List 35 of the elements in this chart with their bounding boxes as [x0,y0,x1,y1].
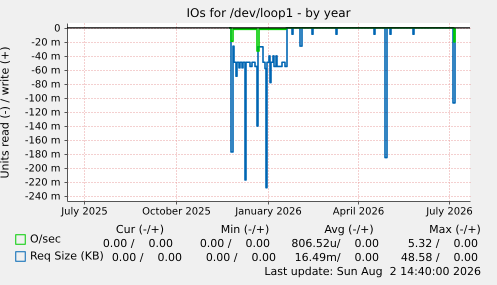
y-tick-label: -60 m [31,65,60,76]
text: 48.58 / 0.00 [400,251,478,264]
text: Min (-/+) [220,223,270,236]
y-tick-label: -200 m [24,164,60,175]
y-tick-label: 0 [54,23,60,34]
y-tick-label: -20 m [31,37,60,48]
text: Last update: Sun Aug 2 14:40:00 2026 [264,265,481,278]
y-tick-label: -100 m [24,93,60,104]
text: 0.00 / 0.00 [206,251,276,264]
y-tick-label: -160 m [24,136,60,147]
y-tick-label: -80 m [31,79,60,90]
y-axis-title: Units read (-) / write (+) [0,46,12,179]
text: 5.32 / 0.00 [408,237,478,250]
text: Cur (-/+) [114,223,166,236]
x-tick-label: July 2025 [60,206,108,218]
text: 0.00 / 0.00 [200,237,270,250]
text: Avg (-/+) [323,223,375,236]
y-tick-label: -240 m [24,192,60,203]
y-tick-label: -40 m [31,51,60,62]
x-tick-label: January 2026 [234,206,302,218]
x-tick-label: April 2026 [332,206,384,218]
text: 16.49m/ 0.00 [294,251,379,264]
y-tick-label: -140 m [24,122,60,133]
legend-label: O/sec [30,232,61,246]
legend-label: Req Size (KB) [30,250,104,262]
x-tick-label: October 2025 [142,206,211,218]
y-tick-label: -180 m [24,150,60,161]
y-tick-label: -120 m [24,108,60,118]
chart-title: IOs for /dev/loop1 - by year [186,6,351,20]
text: 0.00 / 0.00 [112,251,182,264]
x-tick-label: July 2026 [425,206,473,218]
text: 0.00 / 0.00 [102,237,173,250]
text: Max (-/+) [428,223,482,236]
y-tick-label: -220 m [24,178,60,189]
text: 806.52u/ 0.00 [291,237,379,250]
